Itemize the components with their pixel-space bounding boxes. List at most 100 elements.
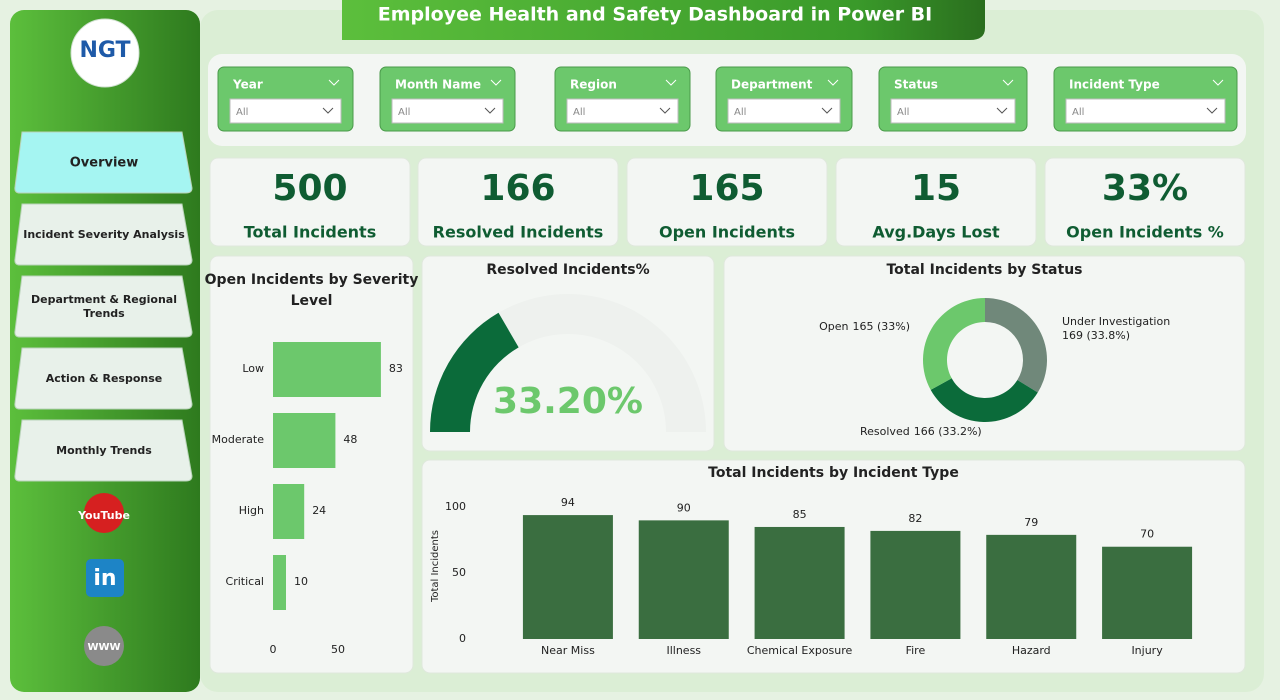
kpi-value: 33% xyxy=(1102,168,1188,209)
dropdown-chevron xyxy=(1206,107,1218,114)
donut-slice xyxy=(930,378,1038,423)
bar xyxy=(986,534,1077,639)
dropdown-chevron xyxy=(659,107,671,114)
bar xyxy=(870,530,961,639)
nav-button[interactable] xyxy=(14,419,193,482)
nav-button[interactable] xyxy=(14,347,193,410)
filter-chevron xyxy=(1002,79,1014,86)
y-tick-label: Moderate xyxy=(212,433,265,446)
kpi-value: 15 xyxy=(911,168,961,209)
filter-chevron xyxy=(490,79,502,86)
x-tick-label: Chemical Exposure xyxy=(747,644,853,657)
bar xyxy=(273,555,286,610)
kpi-label: Total Incidents xyxy=(244,223,376,242)
nav-label: Monthly Trends xyxy=(56,444,152,457)
data-label: 82 xyxy=(908,512,922,525)
data-label: 10 xyxy=(294,575,308,588)
title-banner xyxy=(342,0,985,40)
filter-dropdown[interactable] xyxy=(1065,98,1226,124)
data-label: 70 xyxy=(1140,528,1154,541)
kpi-card xyxy=(835,157,1037,247)
chart-title: Open Incidents by Severity Level xyxy=(205,272,419,309)
filter-label: Status xyxy=(894,78,938,92)
donut-slice xyxy=(923,298,985,390)
bar xyxy=(273,413,336,468)
bar xyxy=(273,342,381,397)
kpi-card xyxy=(626,157,828,247)
kpi-label: Avg.Days Lost xyxy=(872,223,1000,242)
data-label: 94 xyxy=(561,496,575,509)
kpi-label: Open Incidents xyxy=(659,223,795,242)
nav-button[interactable] xyxy=(14,275,193,338)
donut-value-label: 166 (33.2%) xyxy=(914,425,982,438)
logo xyxy=(70,18,140,88)
data-label: 48 xyxy=(343,433,357,446)
kpi-card xyxy=(417,157,619,247)
bar xyxy=(754,526,845,639)
nav-label: Action & Response xyxy=(46,372,162,385)
data-label: 24 xyxy=(312,504,326,517)
youtube-icon[interactable] xyxy=(84,493,124,533)
bar xyxy=(1102,546,1193,639)
kpi-card xyxy=(1044,157,1246,247)
dropdown-chevron xyxy=(996,107,1008,114)
filter-chevron xyxy=(827,79,839,86)
filter-dropdown[interactable] xyxy=(566,98,679,124)
y-tick-label: Critical xyxy=(226,575,264,588)
y-tick-label: 50 xyxy=(452,566,466,579)
bar xyxy=(522,515,613,639)
chart-panel xyxy=(421,255,715,452)
kpi-value: 165 xyxy=(689,168,764,209)
donut-value-label: 165 (33%) xyxy=(852,320,910,333)
dropdown-chevron xyxy=(322,107,334,114)
data-label: 83 xyxy=(389,362,403,375)
filter-dropdown[interactable] xyxy=(229,98,342,124)
x-tick-label: Hazard xyxy=(1012,644,1051,657)
donut-label: Resolved 166 (33.2%) xyxy=(860,425,982,438)
chart-title: Resolved Incidents% xyxy=(486,262,649,278)
x-tick-label: 0 xyxy=(270,643,277,656)
x-tick-label: Injury xyxy=(1131,644,1163,657)
web-icon[interactable] xyxy=(84,626,124,666)
kpi-label: Resolved Incidents xyxy=(433,223,604,242)
kpi-card xyxy=(209,157,411,247)
y-tick-label: High xyxy=(239,504,264,517)
donut-category: Under Investigation xyxy=(1062,315,1170,328)
filter-value: All xyxy=(573,107,585,118)
x-tick-label: Fire xyxy=(906,644,926,657)
filter-label: Year xyxy=(232,78,263,92)
data-label: 90 xyxy=(677,501,691,514)
filter-dropdown[interactable] xyxy=(727,98,841,124)
filter-label: Region xyxy=(570,78,617,92)
nav-label: Overview xyxy=(70,156,139,171)
logo-text: NGT xyxy=(79,38,130,63)
bar xyxy=(273,484,305,539)
linkedin-icon[interactable] xyxy=(86,559,124,597)
filter-value: All xyxy=(734,107,746,118)
filter-dropdown[interactable] xyxy=(890,98,1016,124)
filter-chevron xyxy=(1212,79,1224,86)
nav-button[interactable] xyxy=(14,131,193,194)
data-label: 85 xyxy=(793,508,807,521)
gauge-label: 33.20% xyxy=(493,381,643,422)
x-tick-label: 50 xyxy=(331,643,345,656)
filter-chevron xyxy=(665,79,677,86)
chart-panel xyxy=(723,255,1246,452)
filter-value: All xyxy=(897,107,909,118)
nav-button[interactable] xyxy=(14,203,193,266)
filter-value: All xyxy=(398,107,410,118)
y-tick-label: Low xyxy=(242,362,264,375)
dashboard-title: Employee Health and Safety Dashboard in … xyxy=(378,4,932,26)
donut-value-label: 169 (33.8%) xyxy=(1062,329,1130,342)
x-tick-label: Near Miss xyxy=(541,644,595,657)
nav-label: Incident Severity Analysis xyxy=(23,228,185,241)
chart-title: Total Incidents by Incident Type xyxy=(708,465,959,481)
donut-category: Open xyxy=(819,320,848,333)
filter-label: Incident Type xyxy=(1069,78,1160,92)
filter-chevron xyxy=(328,79,340,86)
filter-dropdown[interactable] xyxy=(391,98,504,124)
filter-label: Month Name xyxy=(395,78,481,92)
donut-slice xyxy=(985,298,1048,393)
